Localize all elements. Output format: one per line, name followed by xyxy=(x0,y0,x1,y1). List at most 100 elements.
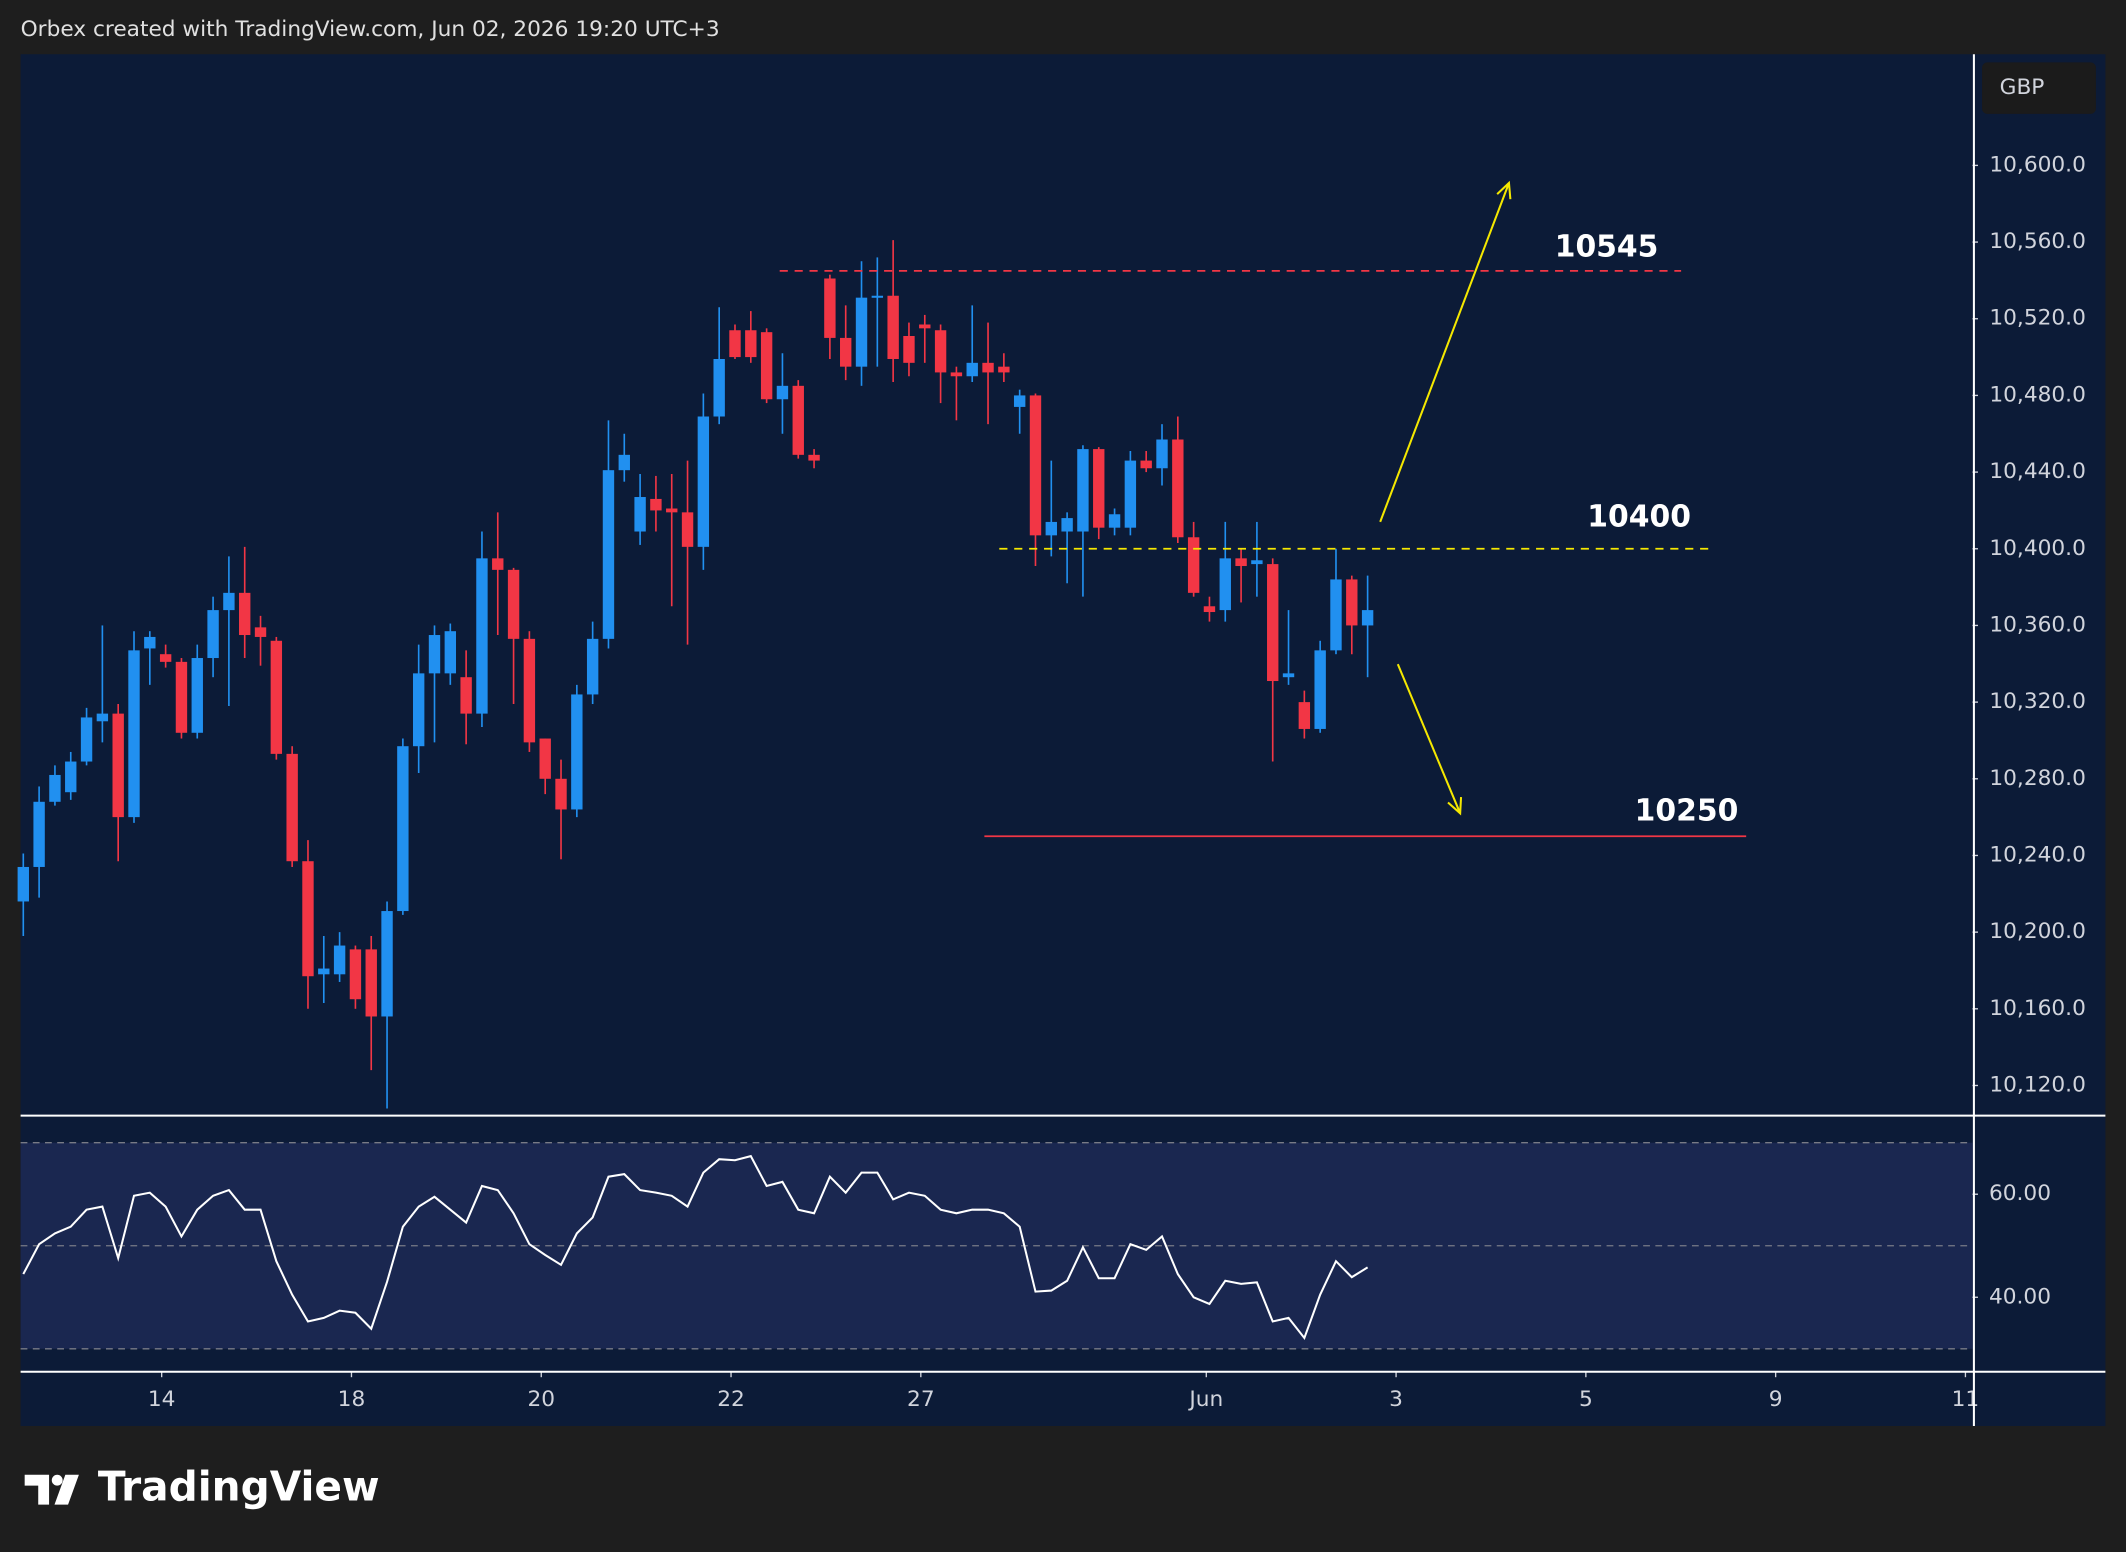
candle-body xyxy=(713,358,725,417)
arrow-head xyxy=(1496,180,1512,200)
y-tick-label: 10,160.0 xyxy=(1989,996,2086,1021)
candle-body xyxy=(333,945,346,975)
candle-body xyxy=(65,761,77,793)
logo-icon xyxy=(24,1474,79,1505)
candle-body xyxy=(840,337,852,367)
arrow xyxy=(1379,182,1510,523)
candle-body xyxy=(1093,449,1105,528)
candle-body xyxy=(492,558,504,570)
candle-body xyxy=(650,498,662,511)
y-tick-label: 10,480.0 xyxy=(1989,382,2086,407)
logo-dot xyxy=(51,1474,63,1486)
level-label: 10250 xyxy=(1635,793,1739,828)
candle-body xyxy=(223,592,235,611)
candle-body xyxy=(1298,702,1311,729)
x-tick-label: 14 xyxy=(148,1387,176,1412)
candle-body xyxy=(159,654,172,662)
candle-body xyxy=(1219,558,1231,611)
candle-body xyxy=(760,332,773,400)
y-tick-label: 10,200.0 xyxy=(1989,919,2086,944)
candle-body xyxy=(460,677,472,714)
y-tick-label: 10,280.0 xyxy=(1989,766,2086,791)
candle-body xyxy=(33,801,45,867)
candle-body xyxy=(1187,537,1200,593)
currency: GBP xyxy=(2000,75,2045,100)
candle-body xyxy=(349,949,362,1000)
candle-body xyxy=(697,416,710,547)
currency-box xyxy=(1982,62,2096,114)
y-tick-label: 10,120.0 xyxy=(1989,1072,2086,1097)
candle-body xyxy=(286,753,298,862)
candle-body xyxy=(745,330,757,358)
rsi-tick-label: 60.00 xyxy=(1989,1181,2051,1206)
candle-body xyxy=(792,385,804,455)
y-tick-label: 10,440.0 xyxy=(1989,459,2086,484)
candle-body xyxy=(950,372,963,377)
candle-body xyxy=(1235,558,1247,567)
candle-body xyxy=(1361,610,1374,626)
rsi-tick-label: 40.00 xyxy=(1989,1284,2051,1309)
candle-body xyxy=(507,569,520,639)
y-tick-label: 10,600.0 xyxy=(1989,152,2086,177)
y-tick-label: 10,560.0 xyxy=(1989,229,2086,254)
y-tick-label: 10,360.0 xyxy=(1989,612,2086,637)
candle-body xyxy=(112,713,124,818)
candle-body xyxy=(666,508,678,513)
candle-body xyxy=(175,661,188,733)
candle-body xyxy=(49,774,61,802)
x-tick-label: 27 xyxy=(907,1387,935,1412)
candle-body xyxy=(887,295,899,359)
y-tick-label: 10,320.0 xyxy=(1989,689,2086,714)
candle-body xyxy=(776,385,789,400)
y-tick-label: 10,520.0 xyxy=(1989,306,2086,331)
candle-body xyxy=(934,330,947,373)
candle-body xyxy=(96,713,109,722)
candle-body xyxy=(80,717,93,762)
candle-body xyxy=(1077,449,1089,532)
candle-body xyxy=(365,949,377,1017)
candle-body xyxy=(729,330,741,358)
attribution: Orbex created with TradingView.com, Jun … xyxy=(21,17,720,42)
candle-body xyxy=(808,454,820,461)
candle-body xyxy=(381,911,393,1017)
candle-body xyxy=(919,324,931,329)
x-tick-label: 9 xyxy=(1769,1387,1783,1412)
candle-body xyxy=(1061,518,1073,532)
candle-body xyxy=(254,627,267,637)
candle-body xyxy=(1314,650,1326,729)
level-label: 10400 xyxy=(1587,499,1691,534)
x-tick-label: Jun xyxy=(1187,1387,1223,1412)
y-tick-label: 10,240.0 xyxy=(1989,842,2086,867)
candle-body xyxy=(17,866,29,902)
candle-body xyxy=(1045,521,1057,536)
candle-body xyxy=(444,631,457,674)
x-tick-label: 18 xyxy=(338,1387,366,1412)
candle-body xyxy=(824,278,836,338)
candle-body xyxy=(618,454,630,471)
candle-body xyxy=(1330,579,1342,651)
candle-body xyxy=(128,650,140,818)
candle-body xyxy=(1267,564,1279,682)
candle-body xyxy=(1124,460,1137,528)
candle-body xyxy=(855,297,868,367)
candle-body xyxy=(1156,439,1168,469)
brand: TradingView xyxy=(98,1463,380,1511)
candle-body xyxy=(1013,395,1026,407)
x-tick-label: 5 xyxy=(1579,1387,1593,1412)
candle-body xyxy=(571,694,583,810)
candle-body xyxy=(1029,395,1042,536)
logo: TradingView xyxy=(24,1463,380,1511)
candle-body xyxy=(634,497,646,532)
candle-body xyxy=(586,638,599,695)
candle-body xyxy=(681,512,694,547)
candle-body xyxy=(1346,579,1358,626)
candle-body xyxy=(1108,514,1121,528)
x-tick-label: 11 xyxy=(1952,1387,1980,1412)
x-tick-label: 22 xyxy=(717,1387,745,1412)
candle-body xyxy=(476,558,488,714)
candle-body xyxy=(144,636,156,649)
candle-body xyxy=(318,968,330,975)
level-label: 10545 xyxy=(1555,230,1659,265)
